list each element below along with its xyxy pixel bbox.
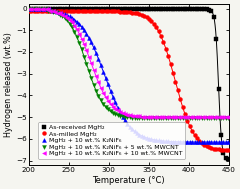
Line: MgH₂ + 10 wt.% K₂NiF₆ + 5 wt.% MWCNT: MgH₂ + 10 wt.% K₂NiF₆ + 5 wt.% MWCNT: [27, 7, 230, 120]
Line: MgH₂ + 10 wt.% K₂NiF₆ + 10 wt.% MWCNT: MgH₂ + 10 wt.% K₂NiF₆ + 10 wt.% MWCNT: [27, 7, 230, 119]
As-received MgH₂: [39, 8, 42, 10]
As-received MgH₂: [126, 8, 129, 10]
As-milled MgH₂: [116, 10, 119, 12]
MgH₂ + 10 wt.% K₂NiF₆ + 10 wt.% MWCNT: [116, 109, 119, 112]
As-received MgH₂: [30, 8, 33, 10]
MgH₂ + 10 wt.% K₂NiF₆ + 10 wt.% MWCNT: [179, 116, 182, 118]
As-milled MgH₂: [30, 10, 33, 12]
As-milled MgH₂: [188, 125, 191, 127]
MgH₂ + 10 wt.% K₂NiF₆ + 5 wt.% MWCNT: [116, 114, 119, 116]
MgH₂ + 10 wt.% K₂NiF₆ + 10 wt.% MWCNT: [39, 8, 42, 10]
MgH₂ + 10 wt.% K₂NiF₆ + 5 wt.% MWCNT: [179, 117, 182, 119]
As-received MgH₂: [188, 8, 191, 10]
MgH₂ + 10 wt.% K₂NiF₆ + 5 wt.% MWCNT: [126, 116, 129, 118]
MgH₂ + 10 wt.% K₂NiF₆ + 10 wt.% MWCNT: [227, 116, 230, 118]
MgH₂ + 10 wt.% K₂NiF₆ + 10 wt.% MWCNT: [30, 8, 33, 10]
MgH₂ + 10 wt.% K₂NiF₆ + 5 wt.% MWCNT: [30, 8, 33, 10]
As-milled MgH₂: [27, 10, 30, 12]
MgH₂ + 10 wt.% K₂NiF₆ + 10 wt.% MWCNT: [126, 113, 129, 116]
MgH₂ + 10 wt.% K₂NiF₆ + 10 wt.% MWCNT: [188, 116, 191, 118]
MgH₂ + 10 wt.% K₂NiF₆ + 5 wt.% MWCNT: [188, 117, 191, 119]
MgH₂ + 10 wt.% K₂NiF₆: [188, 141, 191, 143]
MgH₂ + 10 wt.% K₂NiF₆: [227, 141, 230, 143]
As-received MgH₂: [227, 158, 230, 160]
As-milled MgH₂: [126, 11, 129, 13]
As-received MgH₂: [179, 8, 182, 10]
MgH₂ + 10 wt.% K₂NiF₆: [116, 106, 119, 109]
Y-axis label: Hydrogen released (wt.%): Hydrogen released (wt.%): [4, 32, 13, 137]
Line: MgH₂ + 10 wt.% K₂NiF₆: MgH₂ + 10 wt.% K₂NiF₆: [27, 7, 230, 144]
MgH₂ + 10 wt.% K₂NiF₆: [30, 8, 33, 10]
MgH₂ + 10 wt.% K₂NiF₆: [179, 141, 182, 143]
As-received MgH₂: [116, 8, 119, 10]
Legend: As-received MgH₂, As-milled MgH₂, MgH₂ + 10 wt.% K₂NiF₆, MgH₂ + 10 wt.% K₂NiF₆ +: As-received MgH₂, As-milled MgH₂, MgH₂ +…: [38, 122, 185, 159]
MgH₂ + 10 wt.% K₂NiF₆: [126, 123, 129, 125]
MgH₂ + 10 wt.% K₂NiF₆ + 5 wt.% MWCNT: [39, 8, 42, 10]
Line: As-received MgH₂: As-received MgH₂: [27, 7, 230, 161]
As-milled MgH₂: [227, 149, 230, 151]
MgH₂ + 10 wt.% K₂NiF₆ + 10 wt.% MWCNT: [27, 8, 30, 10]
As-received MgH₂: [27, 8, 30, 10]
MgH₂ + 10 wt.% K₂NiF₆: [39, 8, 42, 10]
MgH₂ + 10 wt.% K₂NiF₆: [27, 8, 30, 10]
As-milled MgH₂: [39, 10, 42, 12]
MgH₂ + 10 wt.% K₂NiF₆ + 5 wt.% MWCNT: [227, 117, 230, 119]
MgH₂ + 10 wt.% K₂NiF₆ + 5 wt.% MWCNT: [27, 8, 30, 10]
As-milled MgH₂: [179, 98, 182, 100]
Line: As-milled MgH₂: As-milled MgH₂: [27, 9, 230, 152]
X-axis label: Temperature (°C): Temperature (°C): [93, 176, 165, 185]
